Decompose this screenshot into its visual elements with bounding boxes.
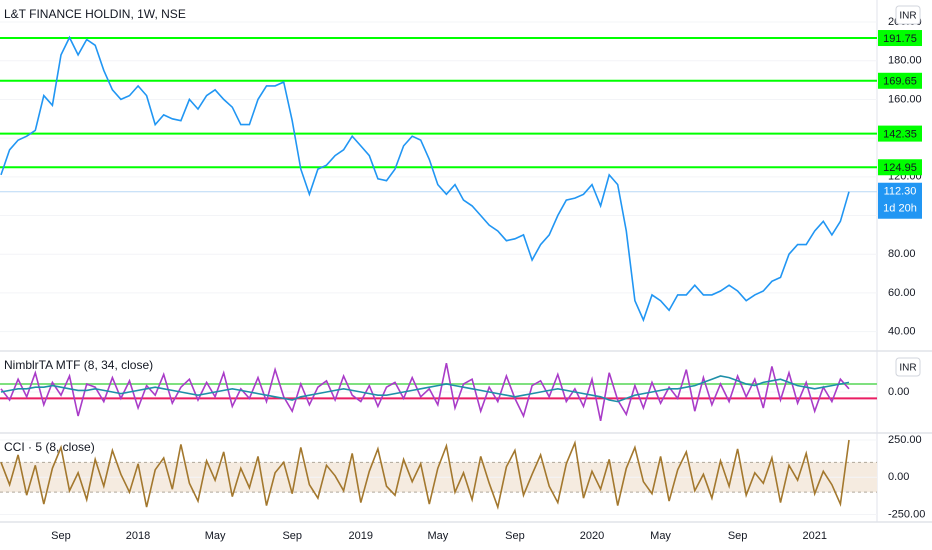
x-tick-label: 2018 xyxy=(126,530,150,542)
series-line xyxy=(0,375,850,403)
currency-box xyxy=(895,357,921,377)
x-tick-label: 2020 xyxy=(580,530,604,542)
pane-title: CCI · 5 (8, close) xyxy=(4,440,95,454)
level-tag xyxy=(878,125,922,142)
countdown: 1d 20h xyxy=(883,203,917,215)
y-tick-label: 0.00 xyxy=(888,386,909,398)
y-tick-label: 160.00 xyxy=(888,93,922,105)
level-tag xyxy=(878,159,922,176)
currency-label: INR xyxy=(899,363,916,374)
x-tick-label: Sep xyxy=(505,530,525,542)
y-tick-label: 60.00 xyxy=(888,287,916,299)
series-line xyxy=(0,439,850,511)
x-tick-label: May xyxy=(205,530,226,542)
currency-label: INR xyxy=(899,11,916,22)
x-tick-label: 2019 xyxy=(349,530,373,542)
level-tag-label: 142.35 xyxy=(883,129,917,141)
last-price-tag xyxy=(878,182,922,219)
level-tag-label: 124.95 xyxy=(883,162,917,174)
x-tick-label: Sep xyxy=(728,530,748,542)
x-tick-label: May xyxy=(650,530,671,542)
y-tick-label: 0.00 xyxy=(888,471,909,483)
x-tick-label: May xyxy=(427,530,448,542)
x-tick-label: Sep xyxy=(282,530,302,542)
y-tick-label: 80.00 xyxy=(888,248,916,260)
x-tick-label: Sep xyxy=(51,530,71,542)
level-tag-label: 191.75 xyxy=(883,33,917,45)
currency-box xyxy=(895,5,921,25)
series-line xyxy=(0,363,850,421)
series-line xyxy=(0,35,850,323)
pane-title: L&T FINANCE HOLDIN, 1W, NSE xyxy=(4,7,186,21)
y-tick-label: -250.00 xyxy=(888,508,925,520)
level-tag-label: 169.65 xyxy=(883,76,917,88)
last-price-label: 112.30 xyxy=(884,186,917,198)
y-tick-label: 250.00 xyxy=(888,434,922,446)
level-tag xyxy=(878,72,922,89)
level-tag xyxy=(878,30,922,47)
pane-title: NimblrTA MTF (8, 34, close) xyxy=(4,358,153,372)
y-tick-label: 40.00 xyxy=(888,326,916,338)
x-tick-label: 2021 xyxy=(802,530,826,542)
y-tick-label: 180.00 xyxy=(888,55,922,67)
